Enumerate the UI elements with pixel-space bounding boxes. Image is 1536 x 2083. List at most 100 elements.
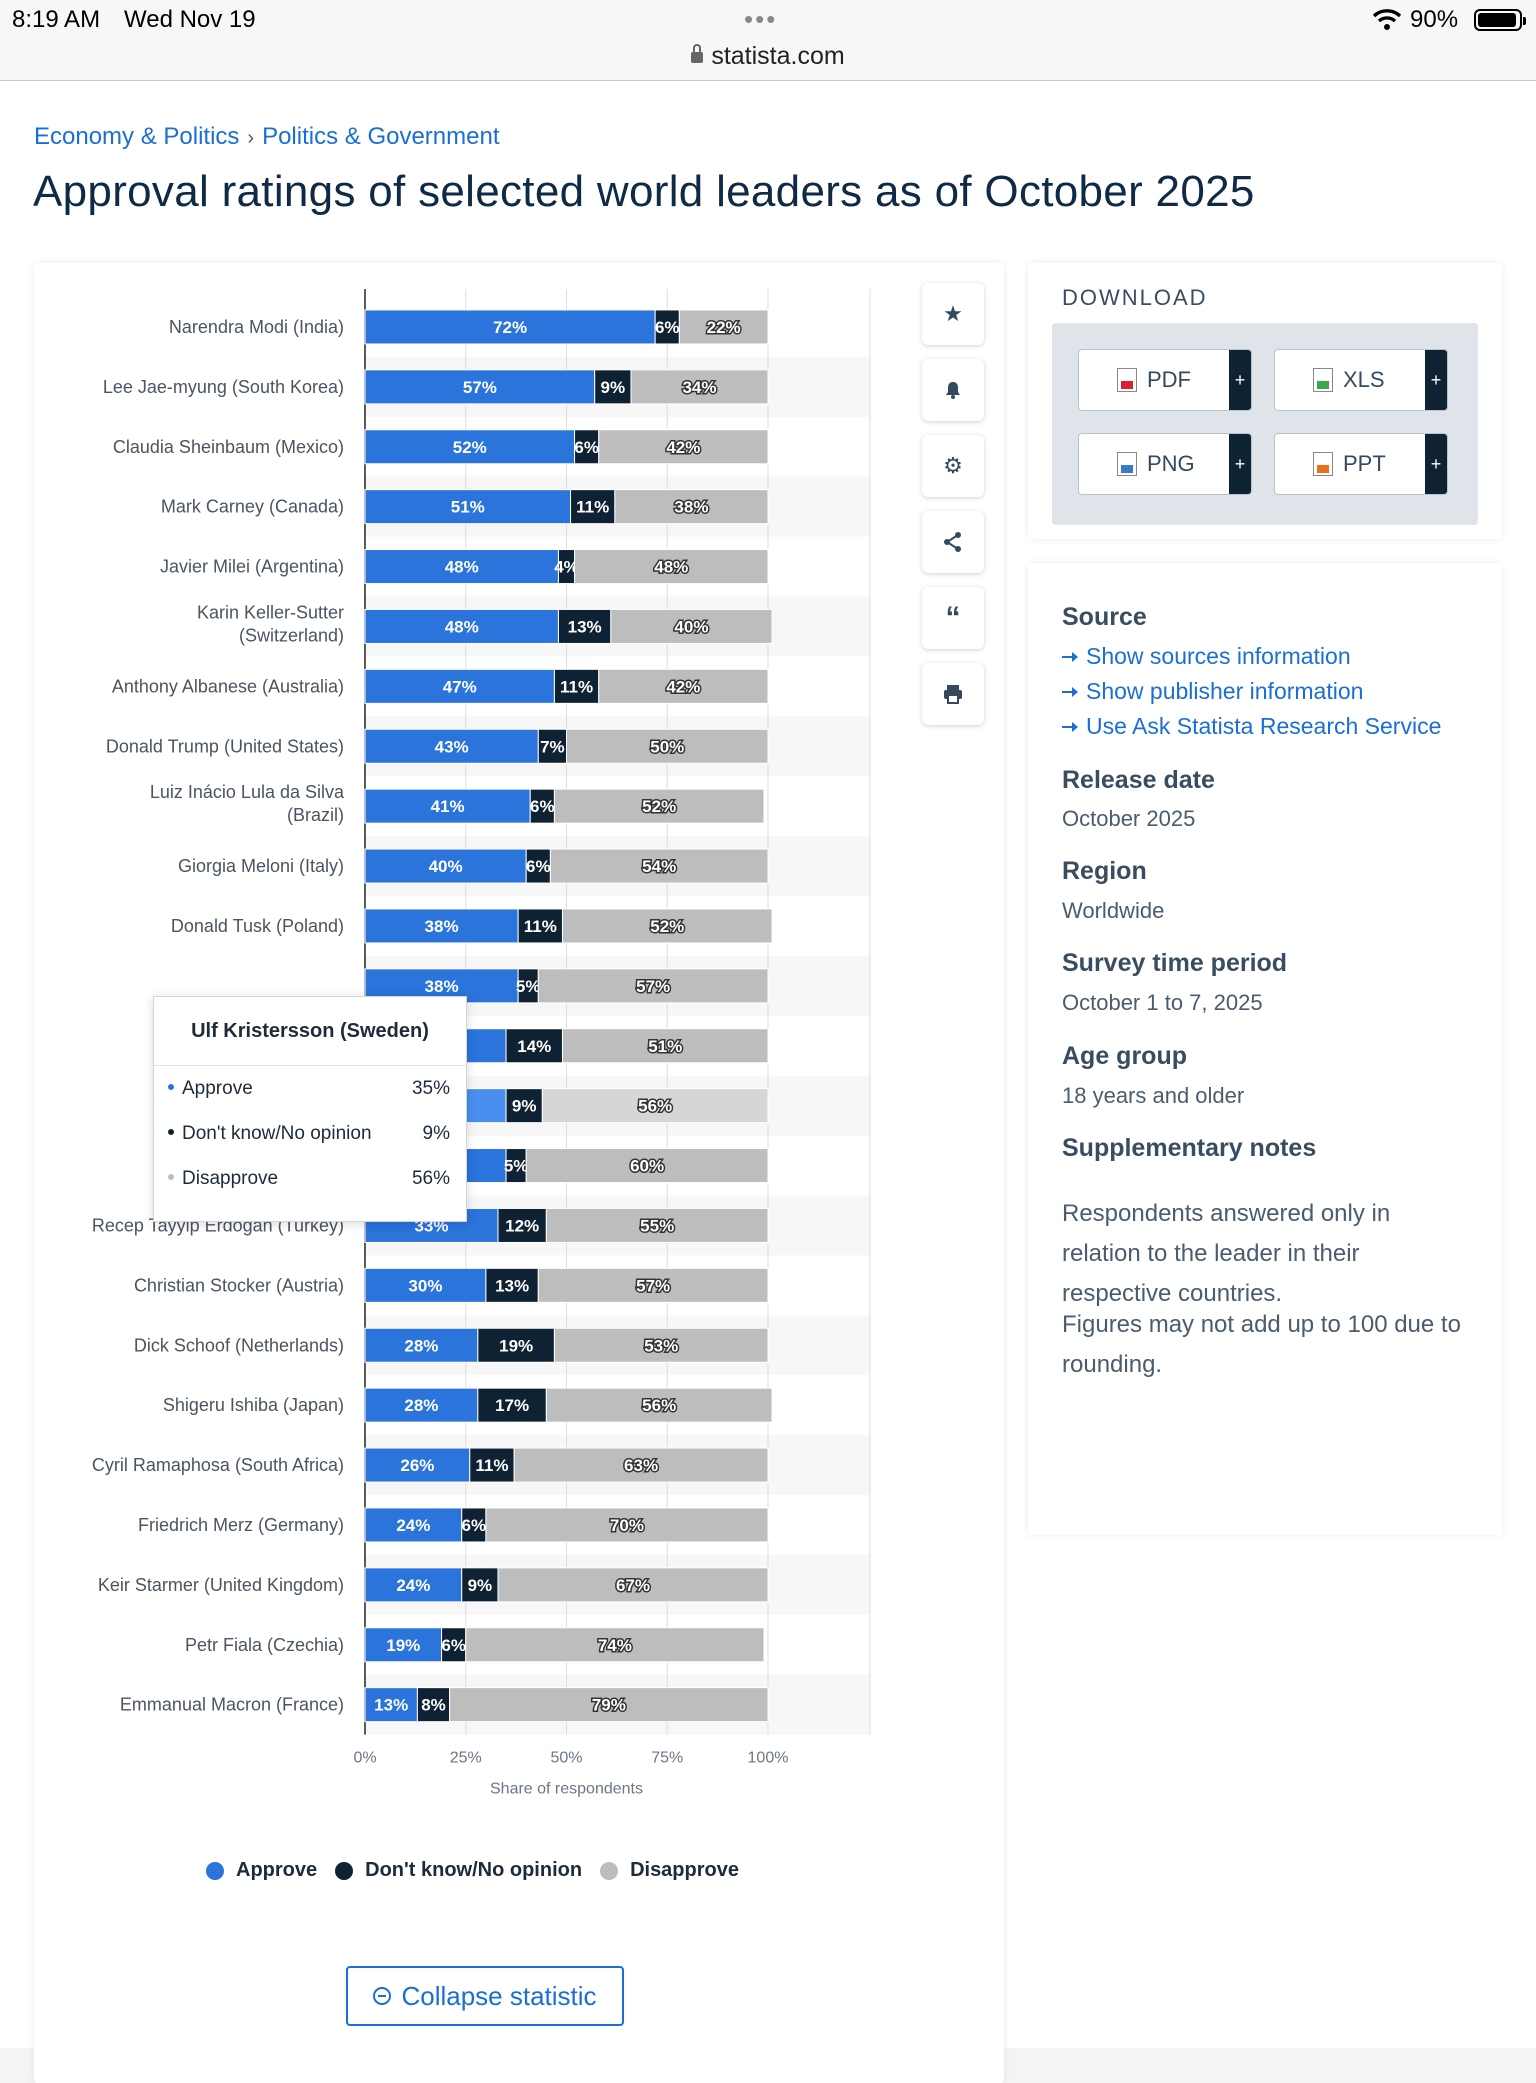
plus-icon[interactable]: + xyxy=(1425,434,1447,494)
breadcrumb-politics-government[interactable]: Politics & Government xyxy=(262,123,500,150)
breadcrumb-economy-politics[interactable]: Economy & Politics xyxy=(34,123,240,150)
bar-segment xyxy=(469,1447,515,1483)
bar-segment xyxy=(525,848,551,884)
data-label: 79% xyxy=(592,1696,626,1715)
age-group-value: 18 years and older xyxy=(1062,1083,1245,1108)
bar-segment xyxy=(610,608,773,644)
tooltip-row-value: 35% xyxy=(411,1078,450,1099)
supplementary-note-1: Respondents answered only in relation to… xyxy=(1062,1200,1391,1307)
show-publisher-link[interactable]: Show publisher information xyxy=(1062,678,1363,705)
chart-toolbar: ★ ⚙ “ xyxy=(922,283,986,739)
legend-item-approve[interactable]: Approve xyxy=(206,1859,317,1882)
ask-statista-link[interactable]: Use Ask Statista Research Service xyxy=(1062,713,1441,740)
data-label: 28% xyxy=(404,1396,438,1415)
category-label: Dick Schoof (Netherlands) xyxy=(134,1335,344,1355)
tooltip-row-disapprove: Disapprove 56% xyxy=(154,1156,466,1201)
download-pdf-button[interactable]: PDF + xyxy=(1078,349,1252,411)
bar-segment xyxy=(513,1447,769,1483)
wifi-icon xyxy=(1372,9,1402,30)
bar-segment xyxy=(364,1687,418,1723)
ask-statista-label: Use Ask Statista Research Service xyxy=(1086,713,1442,739)
favorite-button[interactable]: ★ xyxy=(922,283,984,345)
bar-segment xyxy=(364,728,539,764)
tooltip-row-value: 9% xyxy=(422,1123,450,1144)
category-label: Friedrich Merz (Germany) xyxy=(138,1515,344,1535)
category-label: Keir Starmer (United Kingdom) xyxy=(98,1575,344,1595)
bar-segment xyxy=(654,309,680,345)
bar-segment xyxy=(461,1567,499,1603)
arrow-right-icon xyxy=(1062,652,1078,662)
bar-segment xyxy=(678,309,769,345)
data-label: 12% xyxy=(505,1216,539,1235)
bar-segment xyxy=(364,1447,471,1483)
show-sources-link[interactable]: Show sources information xyxy=(1062,643,1351,670)
data-label: 7% xyxy=(540,737,565,756)
data-label: 24% xyxy=(396,1576,430,1595)
data-label: 41% xyxy=(431,797,465,816)
address-bar[interactable]: statista.com xyxy=(0,42,1536,71)
data-label: 55% xyxy=(640,1216,674,1235)
bar-segment xyxy=(574,549,769,585)
data-label: 56% xyxy=(642,1396,676,1415)
xls-file-icon xyxy=(1313,368,1333,392)
category-label: Karin Keller-Sutter (Switzerland) xyxy=(197,602,344,645)
bar-segment xyxy=(598,429,769,465)
chart-tooltip: Ulf Kristersson (Sweden) Approve 35% Don'… xyxy=(153,996,467,1222)
x-tick-label: 25% xyxy=(450,1750,482,1767)
tooltip-row-label: Disapprove xyxy=(182,1168,279,1189)
chart-legend: Approve Don't know/No opinion Disapprove xyxy=(206,1859,739,1882)
bar-segment xyxy=(497,1567,769,1603)
download-ppt-button[interactable]: PPT + xyxy=(1274,433,1448,495)
plus-icon[interactable]: + xyxy=(1229,434,1251,494)
source-heading: Source xyxy=(1062,603,1147,631)
bar-segment xyxy=(541,1088,769,1124)
show-sources-label: Show sources information xyxy=(1086,643,1351,669)
data-label: 28% xyxy=(404,1336,438,1355)
bullet-icon xyxy=(168,1129,174,1135)
bell-icon xyxy=(946,382,960,399)
plus-icon[interactable]: + xyxy=(1425,350,1447,410)
download-card: DOWNLOAD PDF + XLS + PNG + PPT + xyxy=(1028,263,1502,539)
legend-item-disapprove[interactable]: Disapprove xyxy=(600,1859,739,1882)
tooltip-row-approve: Approve 35% xyxy=(154,1066,466,1111)
data-label: 6% xyxy=(530,797,555,816)
bar-segment xyxy=(561,908,773,944)
print-button[interactable] xyxy=(922,663,984,725)
data-label: 11% xyxy=(576,498,609,517)
data-label: 22% xyxy=(707,318,741,337)
data-label: 43% xyxy=(435,737,469,756)
bar-segment xyxy=(461,1507,487,1543)
bar-segment xyxy=(594,369,632,405)
data-label: 34% xyxy=(682,378,716,397)
category-label: Mark Carney (Canada) xyxy=(161,497,344,517)
legend-dot-disapprove xyxy=(600,1861,619,1880)
bar-segment xyxy=(485,1507,769,1543)
category-label: Christian Stocker (Austria) xyxy=(134,1275,344,1295)
cite-button[interactable]: “ xyxy=(922,587,984,649)
bar-segment xyxy=(364,309,656,345)
data-label: 6% xyxy=(441,1636,466,1655)
bar-segment xyxy=(364,1387,479,1423)
data-label: 52% xyxy=(642,797,676,816)
page-title: Approval ratings of selected world leade… xyxy=(33,167,1255,216)
data-label: 30% xyxy=(408,1276,442,1295)
notification-button[interactable] xyxy=(922,359,984,421)
data-label: 63% xyxy=(624,1456,658,1475)
data-label: 40% xyxy=(674,617,708,636)
data-label: 11% xyxy=(524,917,557,936)
share-button[interactable] xyxy=(922,511,984,573)
collapse-statistic-button[interactable]: Collapse statistic xyxy=(346,1966,624,2026)
settings-button[interactable]: ⚙ xyxy=(922,435,984,497)
age-group-heading: Age group xyxy=(1062,1042,1187,1070)
bar-segment xyxy=(553,788,765,824)
plus-icon[interactable]: + xyxy=(1229,350,1251,410)
data-label: 14% xyxy=(517,1037,551,1056)
legend-item-no-opinion[interactable]: Don't know/No opinion xyxy=(335,1859,582,1882)
data-label: 24% xyxy=(396,1516,430,1535)
data-label: 13% xyxy=(374,1696,408,1715)
download-png-button[interactable]: PNG + xyxy=(1078,433,1252,495)
data-label: 67% xyxy=(616,1576,650,1595)
more-dots-icon[interactable]: ••• xyxy=(744,4,778,34)
legend-dot-no-opinion xyxy=(335,1861,354,1880)
download-xls-button[interactable]: XLS + xyxy=(1274,349,1448,411)
